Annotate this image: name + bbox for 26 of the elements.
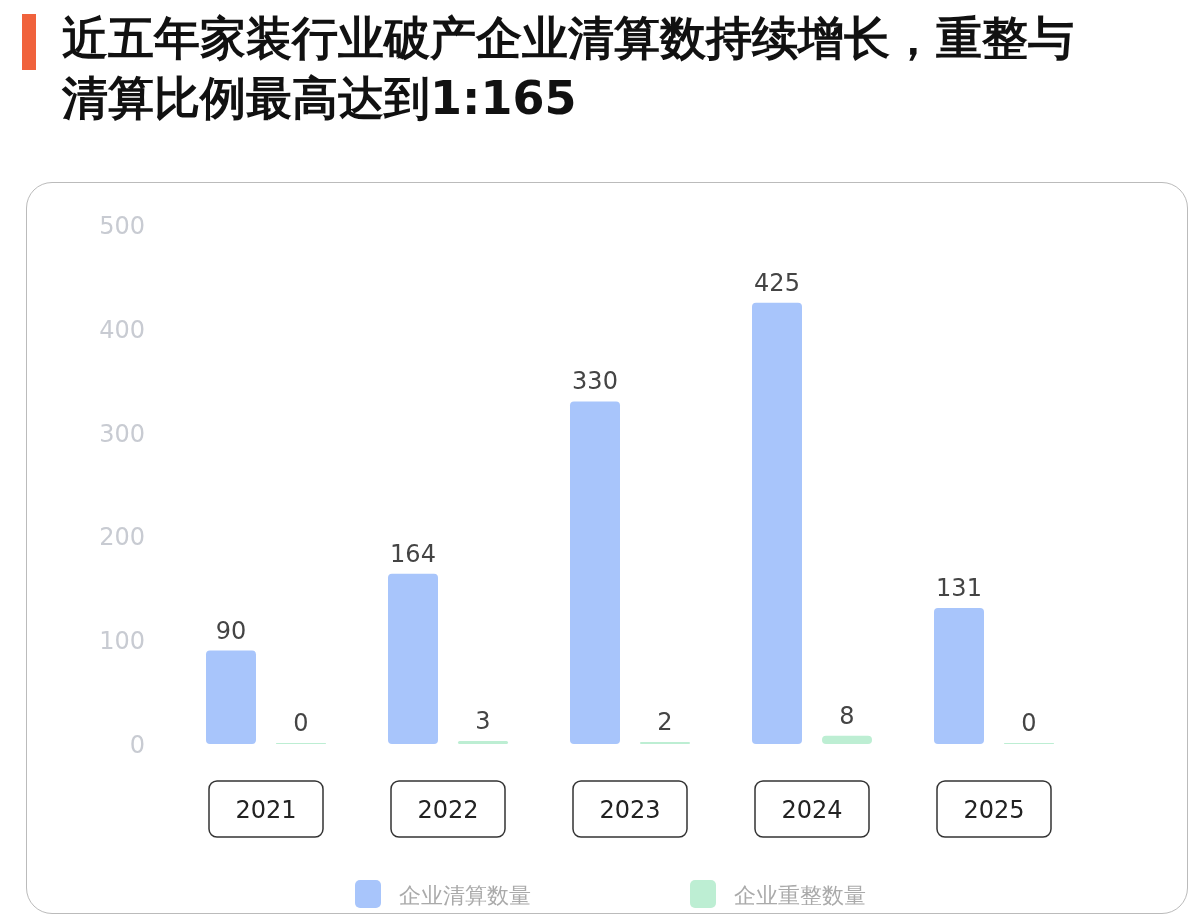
x-tick-label: 2022 (417, 796, 479, 824)
data-label: 131 (936, 574, 982, 603)
x-tick-label: 2021 (235, 796, 297, 824)
data-label: 3 (475, 706, 491, 735)
data-label: 90 (215, 616, 247, 645)
bar (570, 401, 620, 744)
bar (752, 302, 802, 744)
bar (388, 573, 438, 744)
bar (206, 650, 256, 744)
data-label: 425 (754, 268, 800, 297)
data-label: 330 (572, 367, 618, 396)
chart-title: 近五年家装行业破产企业清算数持续增长，重整与清算比例最高达到1:165 (62, 10, 1075, 127)
data-label: 0 (293, 709, 309, 737)
x-tick-label: 2025 (963, 796, 1025, 824)
x-tick-label: 2023 (599, 796, 661, 824)
data-label: 0 (1021, 709, 1037, 737)
bar (640, 741, 690, 744)
data-label: 164 (390, 539, 436, 568)
data-label: 8 (839, 701, 855, 730)
legend-label: 企业清算数量 (399, 883, 531, 908)
bar (934, 608, 984, 744)
x-tick-label: 2024 (781, 796, 843, 824)
legend-label: 企业重整数量 (734, 883, 866, 908)
data-label: 2 (657, 707, 673, 736)
bar (822, 735, 872, 744)
bar (458, 740, 508, 744)
